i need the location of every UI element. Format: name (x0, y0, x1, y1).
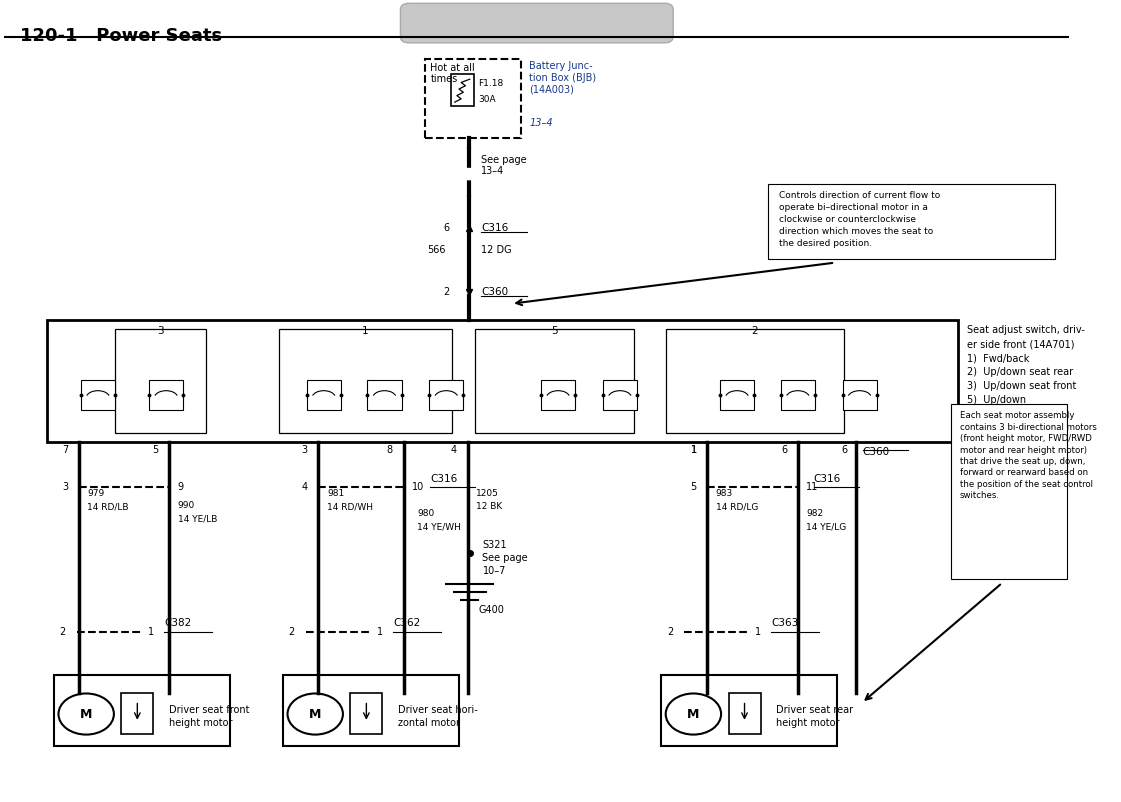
FancyBboxPatch shape (425, 59, 521, 138)
Text: See page
13–4: See page 13–4 (481, 155, 527, 176)
FancyBboxPatch shape (368, 379, 401, 410)
FancyBboxPatch shape (720, 379, 754, 410)
Text: 9: 9 (178, 482, 184, 492)
Text: 7: 7 (62, 445, 68, 456)
Text: C360: C360 (481, 287, 509, 297)
Text: 3: 3 (62, 482, 68, 492)
Text: 14 YE/LG: 14 YE/LG (806, 522, 846, 531)
Text: 1: 1 (377, 627, 383, 637)
Text: 6: 6 (781, 445, 787, 456)
Text: F1.18: F1.18 (479, 79, 503, 88)
FancyBboxPatch shape (541, 379, 575, 410)
Text: C316: C316 (430, 474, 457, 484)
Text: C316: C316 (814, 474, 841, 484)
Text: See page: See page (482, 553, 528, 563)
Text: 14 YE/WH: 14 YE/WH (417, 522, 462, 531)
FancyBboxPatch shape (429, 379, 463, 410)
Text: 1205: 1205 (476, 489, 499, 498)
Text: 12 DG: 12 DG (481, 245, 512, 255)
Text: 566: 566 (427, 245, 445, 255)
Text: C316: C316 (481, 223, 509, 233)
Text: 1: 1 (756, 627, 761, 637)
Text: 2: 2 (443, 287, 450, 297)
Text: 2: 2 (667, 627, 673, 637)
Text: G400: G400 (479, 606, 504, 615)
Text: 8: 8 (387, 445, 393, 456)
Text: 4: 4 (451, 445, 457, 456)
Text: 2: 2 (289, 627, 295, 637)
Text: 4: 4 (302, 482, 308, 492)
Text: 1: 1 (362, 326, 369, 336)
FancyBboxPatch shape (351, 693, 382, 734)
FancyBboxPatch shape (279, 329, 452, 432)
FancyBboxPatch shape (780, 379, 815, 410)
Text: Hot at all
times: Hot at all times (430, 63, 475, 84)
FancyBboxPatch shape (661, 675, 837, 747)
Text: 981: 981 (327, 489, 344, 498)
Text: 10–7: 10–7 (482, 566, 506, 576)
Text: 979: 979 (87, 489, 104, 498)
FancyBboxPatch shape (451, 75, 474, 106)
Text: 980: 980 (417, 508, 435, 518)
Text: 14 RD/LB: 14 RD/LB (87, 502, 129, 512)
Text: 6: 6 (443, 223, 450, 233)
FancyBboxPatch shape (284, 675, 458, 747)
FancyBboxPatch shape (54, 675, 230, 747)
Text: 5: 5 (152, 445, 159, 456)
FancyBboxPatch shape (768, 184, 1055, 259)
FancyBboxPatch shape (81, 379, 115, 410)
Text: 1: 1 (148, 627, 154, 637)
Text: C362: C362 (393, 618, 420, 628)
Text: Battery Junc-
tion Box (BJB)
(14A003): Battery Junc- tion Box (BJB) (14A003) (529, 61, 596, 94)
Text: Each seat motor assembly
contains 3 bi-directional motors
(front height motor, F: Each seat motor assembly contains 3 bi-d… (960, 411, 1096, 500)
FancyBboxPatch shape (475, 329, 634, 432)
Text: C360: C360 (863, 447, 890, 457)
FancyBboxPatch shape (952, 404, 1067, 579)
Text: 5: 5 (691, 482, 696, 492)
Text: Controls direction of current flow to
operate bi–directional motor in a
clockwis: Controls direction of current flow to op… (779, 192, 939, 248)
Text: 120-1   Power Seats: 120-1 Power Seats (20, 27, 222, 45)
Text: 14 RD/LG: 14 RD/LG (716, 502, 758, 512)
FancyBboxPatch shape (729, 693, 760, 734)
Text: 13–4: 13–4 (529, 119, 553, 128)
FancyBboxPatch shape (666, 329, 844, 432)
Text: 10: 10 (413, 482, 425, 492)
Text: 990: 990 (178, 500, 195, 510)
Text: 12 BK: 12 BK (476, 502, 502, 512)
Text: 11: 11 (806, 482, 818, 492)
Text: Driver seat rear
height motor: Driver seat rear height motor (777, 705, 853, 728)
FancyBboxPatch shape (307, 379, 341, 410)
Text: 983: 983 (716, 489, 733, 498)
Text: 982: 982 (806, 508, 824, 518)
FancyBboxPatch shape (47, 319, 957, 442)
Text: Driver seat front
height motor: Driver seat front height motor (169, 705, 250, 728)
Text: 3: 3 (302, 445, 308, 456)
Text: C382: C382 (164, 618, 192, 628)
Text: Seat adjust switch, driv-
er side front (14A701)
1)  Fwd/back
2)  Up/down seat r: Seat adjust switch, driv- er side front … (967, 325, 1085, 405)
Circle shape (58, 694, 114, 735)
Text: M: M (687, 707, 700, 720)
Text: 14 YE/LB: 14 YE/LB (178, 514, 217, 523)
FancyBboxPatch shape (400, 3, 673, 43)
FancyBboxPatch shape (603, 379, 637, 410)
Text: 2: 2 (751, 326, 758, 336)
Text: 3: 3 (157, 326, 164, 336)
FancyBboxPatch shape (149, 379, 183, 410)
FancyBboxPatch shape (843, 379, 877, 410)
FancyBboxPatch shape (121, 693, 154, 734)
Text: S321: S321 (482, 540, 507, 550)
Text: M: M (80, 707, 92, 720)
FancyBboxPatch shape (115, 329, 206, 432)
Text: C363: C363 (771, 618, 798, 628)
Circle shape (666, 694, 721, 735)
Text: 2: 2 (59, 627, 66, 637)
Text: M: M (309, 707, 322, 720)
Text: 5: 5 (552, 326, 558, 336)
Text: 1: 1 (691, 445, 696, 456)
Text: 6: 6 (842, 445, 847, 456)
Text: 1: 1 (691, 445, 696, 456)
Text: 30A: 30A (479, 95, 495, 104)
Text: 14 RD/WH: 14 RD/WH (327, 502, 373, 512)
Text: Driver seat hori-
zontal motor: Driver seat hori- zontal motor (398, 705, 478, 728)
Circle shape (287, 694, 343, 735)
